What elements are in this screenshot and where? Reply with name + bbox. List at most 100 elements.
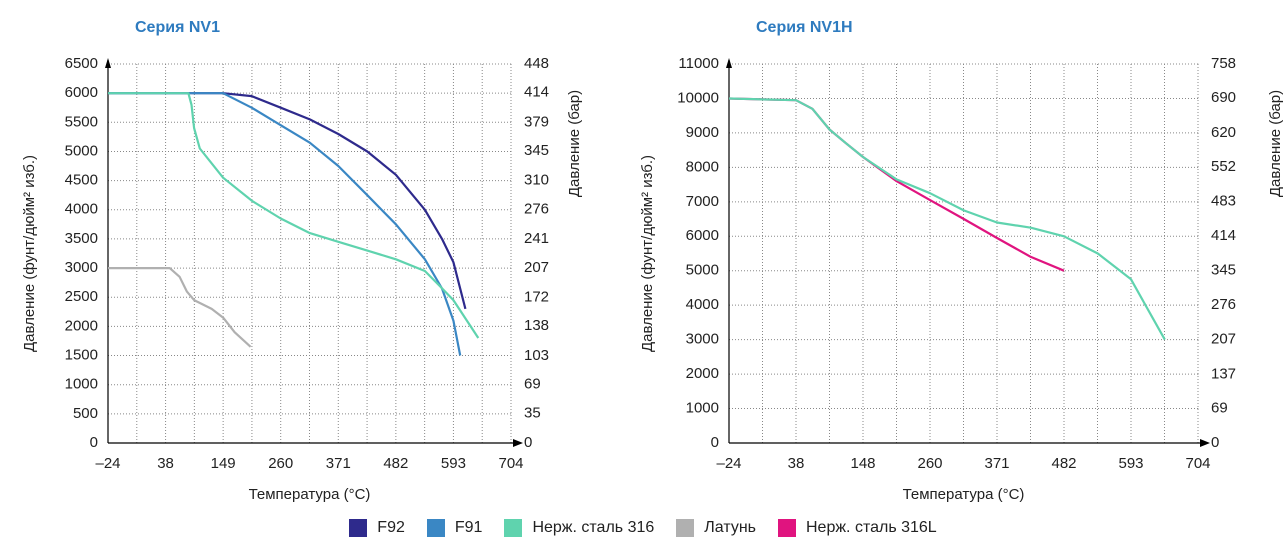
line-series: Латунь <box>108 267 252 348</box>
x-tick-label: 482 <box>383 455 408 472</box>
y-tick-label: 3500 <box>65 230 98 247</box>
y-tick-label: 7000 <box>686 193 719 210</box>
y2-tick-label: 69 <box>524 376 541 393</box>
y-tick-label: 2000 <box>686 365 719 382</box>
y2-tick-label: 483 <box>1211 192 1236 209</box>
y-tick-label: 2000 <box>65 317 98 334</box>
y2-tick-label: 552 <box>1211 158 1236 175</box>
y-axis-label: Давление (фунт/дюйм² изб.) <box>21 155 38 352</box>
y2-tick-label: 345 <box>524 142 549 159</box>
x-tick-label: 148 <box>850 455 875 472</box>
y-tick-label: 1500 <box>65 347 98 364</box>
y-axis-label: Давление (фунт/дюйм² изб.) <box>639 155 656 352</box>
y2-tick-label: 758 <box>1211 55 1236 72</box>
y2-tick-label: 690 <box>1211 89 1236 106</box>
x-tick-label: 482 <box>1051 455 1076 472</box>
y-axis-arrow <box>105 58 111 68</box>
y-tick-label: 3000 <box>686 331 719 348</box>
chart-title: Серия NV1 <box>135 19 220 36</box>
line-series: F92 <box>108 92 467 310</box>
x-tick-label: 38 <box>788 455 805 472</box>
y-axis-arrow <box>726 58 732 68</box>
y2-tick-label: 276 <box>524 200 549 217</box>
y2-tick-label: 310 <box>524 172 549 189</box>
y-tick-label: 6000 <box>686 227 719 244</box>
y2-tick-label: 276 <box>1211 296 1236 313</box>
x-tick-label: 593 <box>441 455 466 472</box>
y2-tick-label: 35 <box>524 404 541 421</box>
y-tick-label: 1000 <box>65 376 98 393</box>
x-tick-label: 371 <box>984 455 1009 472</box>
y2-tick-label: 103 <box>524 347 549 364</box>
y2-axis-label: Давление (бар) <box>566 90 583 197</box>
y2-tick-label: 138 <box>524 317 549 334</box>
x-tick-label: 593 <box>1118 455 1143 472</box>
y-tick-label: 5500 <box>65 113 98 130</box>
legend-swatch <box>426 519 445 537</box>
legend-label: F92 <box>377 519 405 536</box>
legend-swatch <box>349 519 368 537</box>
y-tick-label: 3000 <box>65 259 98 276</box>
y-tick-label: 0 <box>90 434 98 451</box>
y-tick-label: 2500 <box>65 288 98 305</box>
legend-item: F92 <box>349 519 405 537</box>
legend-swatch <box>676 519 695 537</box>
y-tick-label: 4500 <box>65 172 98 189</box>
x-tick-label: 149 <box>211 455 236 472</box>
x-axis-label: Температура (°C) <box>249 486 371 503</box>
y-tick-label: 6500 <box>65 55 98 72</box>
y-tick-label: 6000 <box>65 84 98 101</box>
line-series: Нерж. сталь 316 <box>728 97 1166 341</box>
y2-tick-label: 620 <box>1211 124 1236 141</box>
y-tick-label: 4000 <box>65 201 98 218</box>
x-tick-label: 260 <box>917 455 942 472</box>
charts: Серия NV1–24 38 149 260 371 482 593 70405001000… <box>21 19 1284 503</box>
x-tick-label: –24 <box>95 455 120 472</box>
legend-label: F91 <box>454 519 483 536</box>
line-series: Нерж. сталь 316 <box>108 92 480 339</box>
legend-item: Латунь <box>676 519 756 537</box>
y2-tick-label: 0 <box>524 434 532 451</box>
legend-swatch <box>504 519 523 537</box>
x-tick-label: 38 <box>157 455 174 472</box>
y2-tick-label: 345 <box>1211 261 1236 278</box>
y2-tick-label: 69 <box>1211 399 1228 416</box>
x-tick-label: 371 <box>326 455 351 472</box>
y2-tick-label: 207 <box>1211 330 1236 347</box>
y2-tick-label: 172 <box>524 288 549 305</box>
x-axis-arrow <box>1200 439 1210 447</box>
y-tick-label: 4000 <box>686 296 719 313</box>
y-tick-label: 11000 <box>678 55 719 72</box>
x-tick-label: 704 <box>1185 455 1210 472</box>
y-tick-label: 9000 <box>686 124 719 141</box>
y2-tick-label: 0 <box>1211 434 1219 451</box>
x-tick-label: 260 <box>268 455 293 472</box>
y2-axis-label: Давление (бар) <box>1267 90 1284 197</box>
legend-item: F91 <box>426 519 483 537</box>
x-axis-label: Температура (°C) <box>903 486 1025 503</box>
y-tick-label: 1000 <box>686 400 719 417</box>
legend-label: Нерж. сталь 316L <box>806 519 937 536</box>
legend-label: Нерж. сталь 316 <box>532 519 655 536</box>
legend-item: Нерж. сталь 316 <box>504 519 654 537</box>
y-tick-label: 10000 <box>677 89 719 106</box>
y2-tick-label: 414 <box>1211 227 1236 244</box>
y2-tick-label: 414 <box>524 84 549 101</box>
legend-item: Нерж. сталь 316L <box>778 519 937 537</box>
legend: F92 F91 Нерж. сталь 316 Латунь Нерж. сталь 3… <box>0 519 1286 537</box>
chart-title: Серия NV1H <box>756 19 853 36</box>
legend-label: Латунь <box>704 519 756 536</box>
y2-tick-label: 207 <box>524 259 549 276</box>
y2-tick-label: 137 <box>1211 365 1236 382</box>
y-tick-label: 500 <box>73 405 98 422</box>
x-tick-label: 704 <box>498 455 523 472</box>
x-tick-label: –24 <box>716 455 741 472</box>
y2-tick-label: 448 <box>524 55 549 72</box>
y2-tick-label: 379 <box>524 113 549 130</box>
y-tick-label: 5000 <box>686 262 719 279</box>
y2-tick-label: 241 <box>524 230 549 247</box>
x-axis-arrow <box>513 439 523 447</box>
y-tick-label: 8000 <box>686 158 719 175</box>
line-series: F91 <box>108 92 462 356</box>
